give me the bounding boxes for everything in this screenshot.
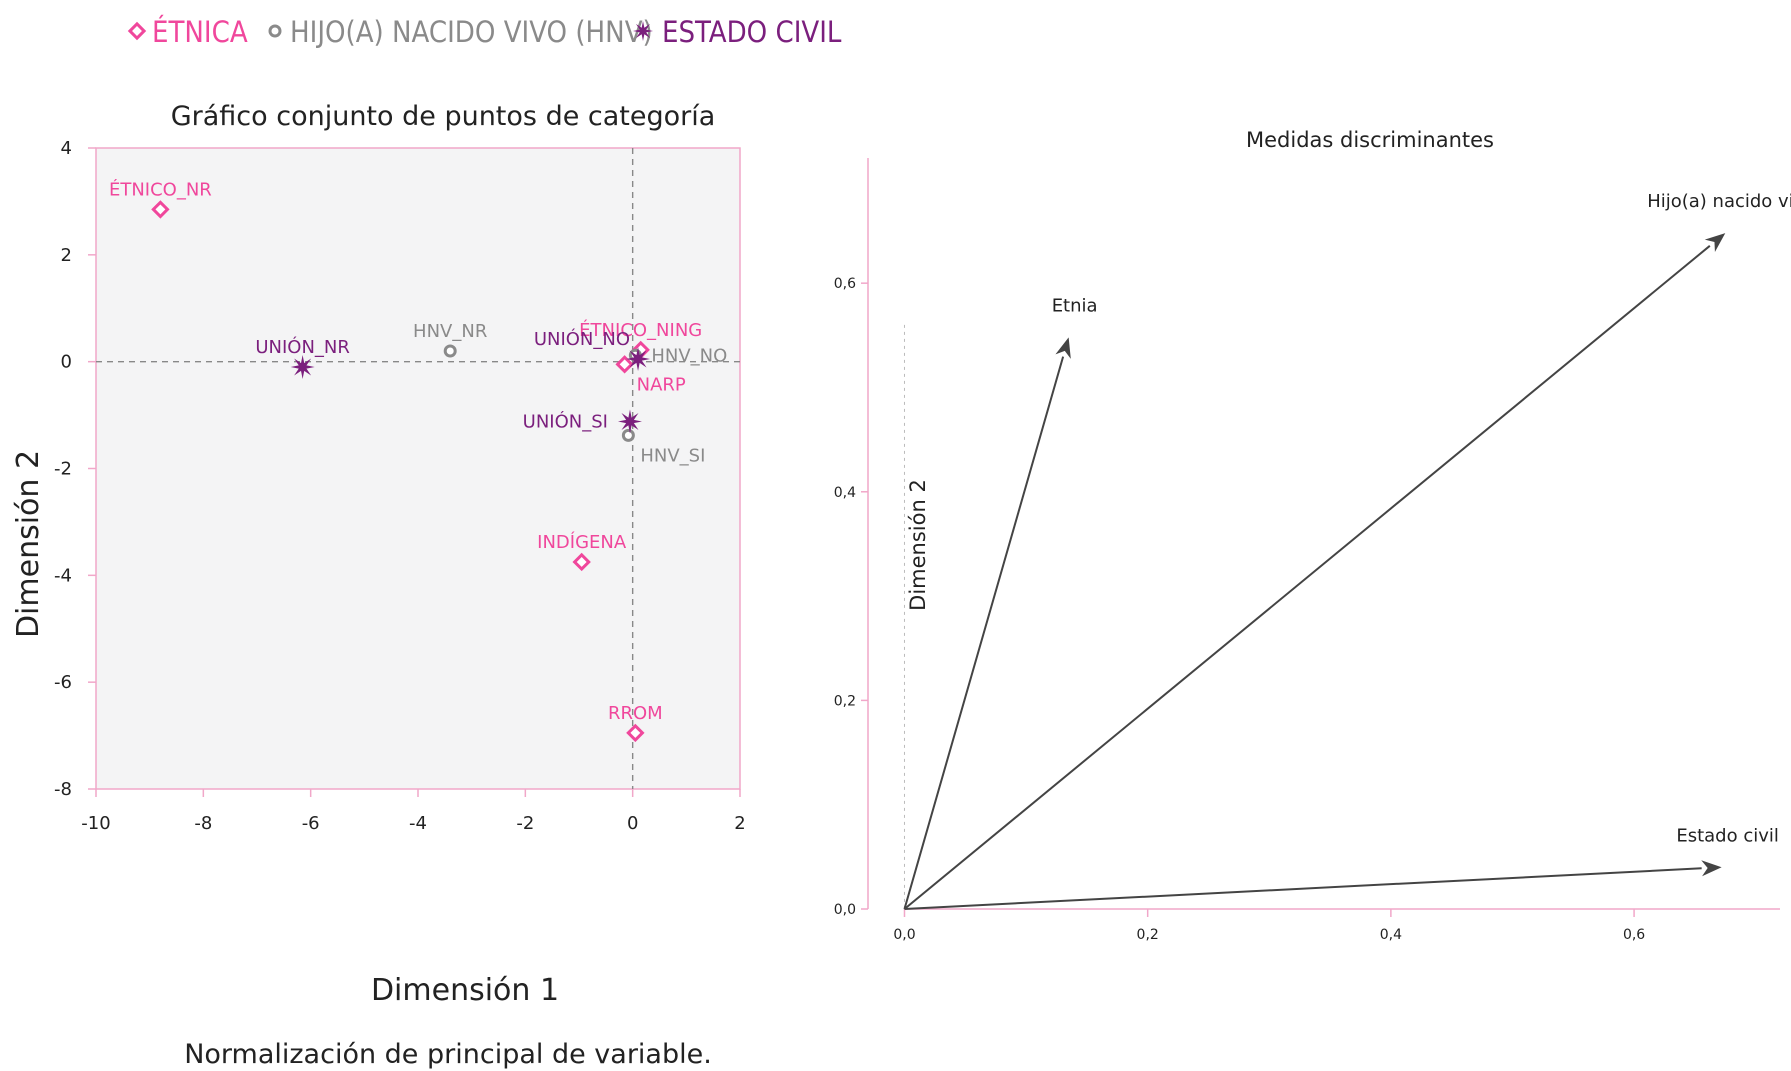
data-point-hnv_nr	[443, 344, 457, 358]
y-tick-label: 0,6	[834, 276, 856, 292]
data-point-hnv_si	[621, 428, 635, 442]
scatter-footnote: Normalización de principal de variable.	[184, 1039, 712, 1070]
vector-label: Hijo(a) nacido vivo	[1647, 191, 1791, 212]
vector-etnia	[903, 337, 1071, 910]
point-label: ÉTNICO_NING	[579, 319, 702, 341]
x-tick-label: -8	[194, 813, 212, 834]
x-tick-label: 0,0	[893, 927, 915, 943]
point-label: HNV_NO	[651, 345, 727, 366]
data-point-rrom	[626, 723, 645, 743]
x-tick-label: 0,4	[1380, 927, 1402, 943]
vector-hijo-a-nacido-vivo	[903, 233, 1726, 910]
data-point-étnico_nr	[151, 200, 170, 219]
x-tick-label: -10	[81, 813, 110, 834]
data-point-unión_no	[626, 346, 651, 371]
point-label: HNV_NR	[413, 321, 487, 342]
scatter-x-axis-label: Dimensión 1	[371, 973, 559, 1008]
x-tick-label: 2	[734, 813, 745, 834]
point-label: ÉTNICO_NR	[109, 178, 212, 200]
scatter-y-axis-label: Dimensión 2	[11, 450, 46, 638]
point-label: HNV_SI	[640, 445, 705, 466]
legend-label-etnica: ÉTNICA	[152, 15, 248, 49]
y-tick-label: -4	[54, 565, 72, 586]
x-tick-label: 0,6	[1623, 927, 1645, 943]
point-label: UNIÓN_SI	[523, 410, 608, 432]
legend-item-estado-civil: ESTADO CIVIL	[633, 15, 842, 49]
x-tick-label: 0,2	[1137, 927, 1159, 943]
point-label: UNIÓN_NO	[534, 328, 630, 350]
legend-item-hnv: HIJO(A) NACIDO VIVO (HNV)	[268, 15, 653, 49]
plot-area	[95, 147, 741, 790]
y-tick-label: 0,4	[834, 485, 856, 501]
legend: ÉTNICA HIJO(A) NACIDO VIVO (HNV) ESTADO …	[127, 15, 842, 49]
legend-circle-icon	[268, 24, 282, 38]
legend-diamond-icon	[127, 21, 147, 41]
vector-y-axis-label: Dimensión 2	[906, 479, 930, 611]
legend-label-hnv: HIJO(A) NACIDO VIVO (HNV)	[290, 15, 653, 49]
point-label: RROM	[608, 703, 663, 724]
x-tick-label: -2	[516, 813, 534, 834]
x-tick-label: 0	[627, 813, 638, 834]
x-tick-label: -6	[302, 813, 320, 834]
legend-label-estado-civil: ESTADO CIVIL	[662, 15, 842, 49]
scatter-title: Gráfico conjunto de puntos de categoría	[171, 101, 716, 132]
y-tick-label: -8	[54, 779, 72, 800]
point-label: INDÍGENA	[537, 531, 627, 553]
data-point-unión_nr	[290, 355, 315, 380]
y-tick-label: 0,2	[834, 693, 856, 709]
y-tick-label: -6	[54, 672, 72, 693]
y-tick-label: 0	[61, 352, 72, 373]
vector-label: Estado civil	[1676, 825, 1779, 846]
x-tick-label: -4	[409, 813, 427, 834]
legend-item-etnica: ÉTNICA	[127, 15, 248, 49]
vector-title: Medidas discriminantes	[1246, 128, 1494, 152]
data-point-indígena	[572, 552, 591, 572]
legend-star-icon	[633, 21, 653, 41]
y-tick-label: 2	[61, 245, 72, 266]
data-point-narp	[615, 355, 634, 374]
vector-chart: 0,0 0,2 0,4 0,6 0,0 0,2 0,4 0,6 Etnia Hijo(a) nac…	[834, 158, 1791, 943]
point-label: UNIÓN_NR	[255, 336, 350, 358]
y-tick-label: 0,0	[834, 902, 856, 918]
vector-label: Etnia	[1052, 295, 1098, 316]
vector-estado-civil	[904, 860, 1722, 910]
data-point-unión_si	[617, 409, 642, 434]
scatter-chart: -10 -8 -6 -4 -2 0 2 4 2 0 -2 -4 -6 -8 ÉTNICO_NR ÉTNICO_…	[54, 138, 746, 834]
y-tick-label: -2	[54, 459, 72, 480]
point-label: NARP	[637, 374, 686, 395]
y-tick-label: 4	[61, 138, 72, 159]
